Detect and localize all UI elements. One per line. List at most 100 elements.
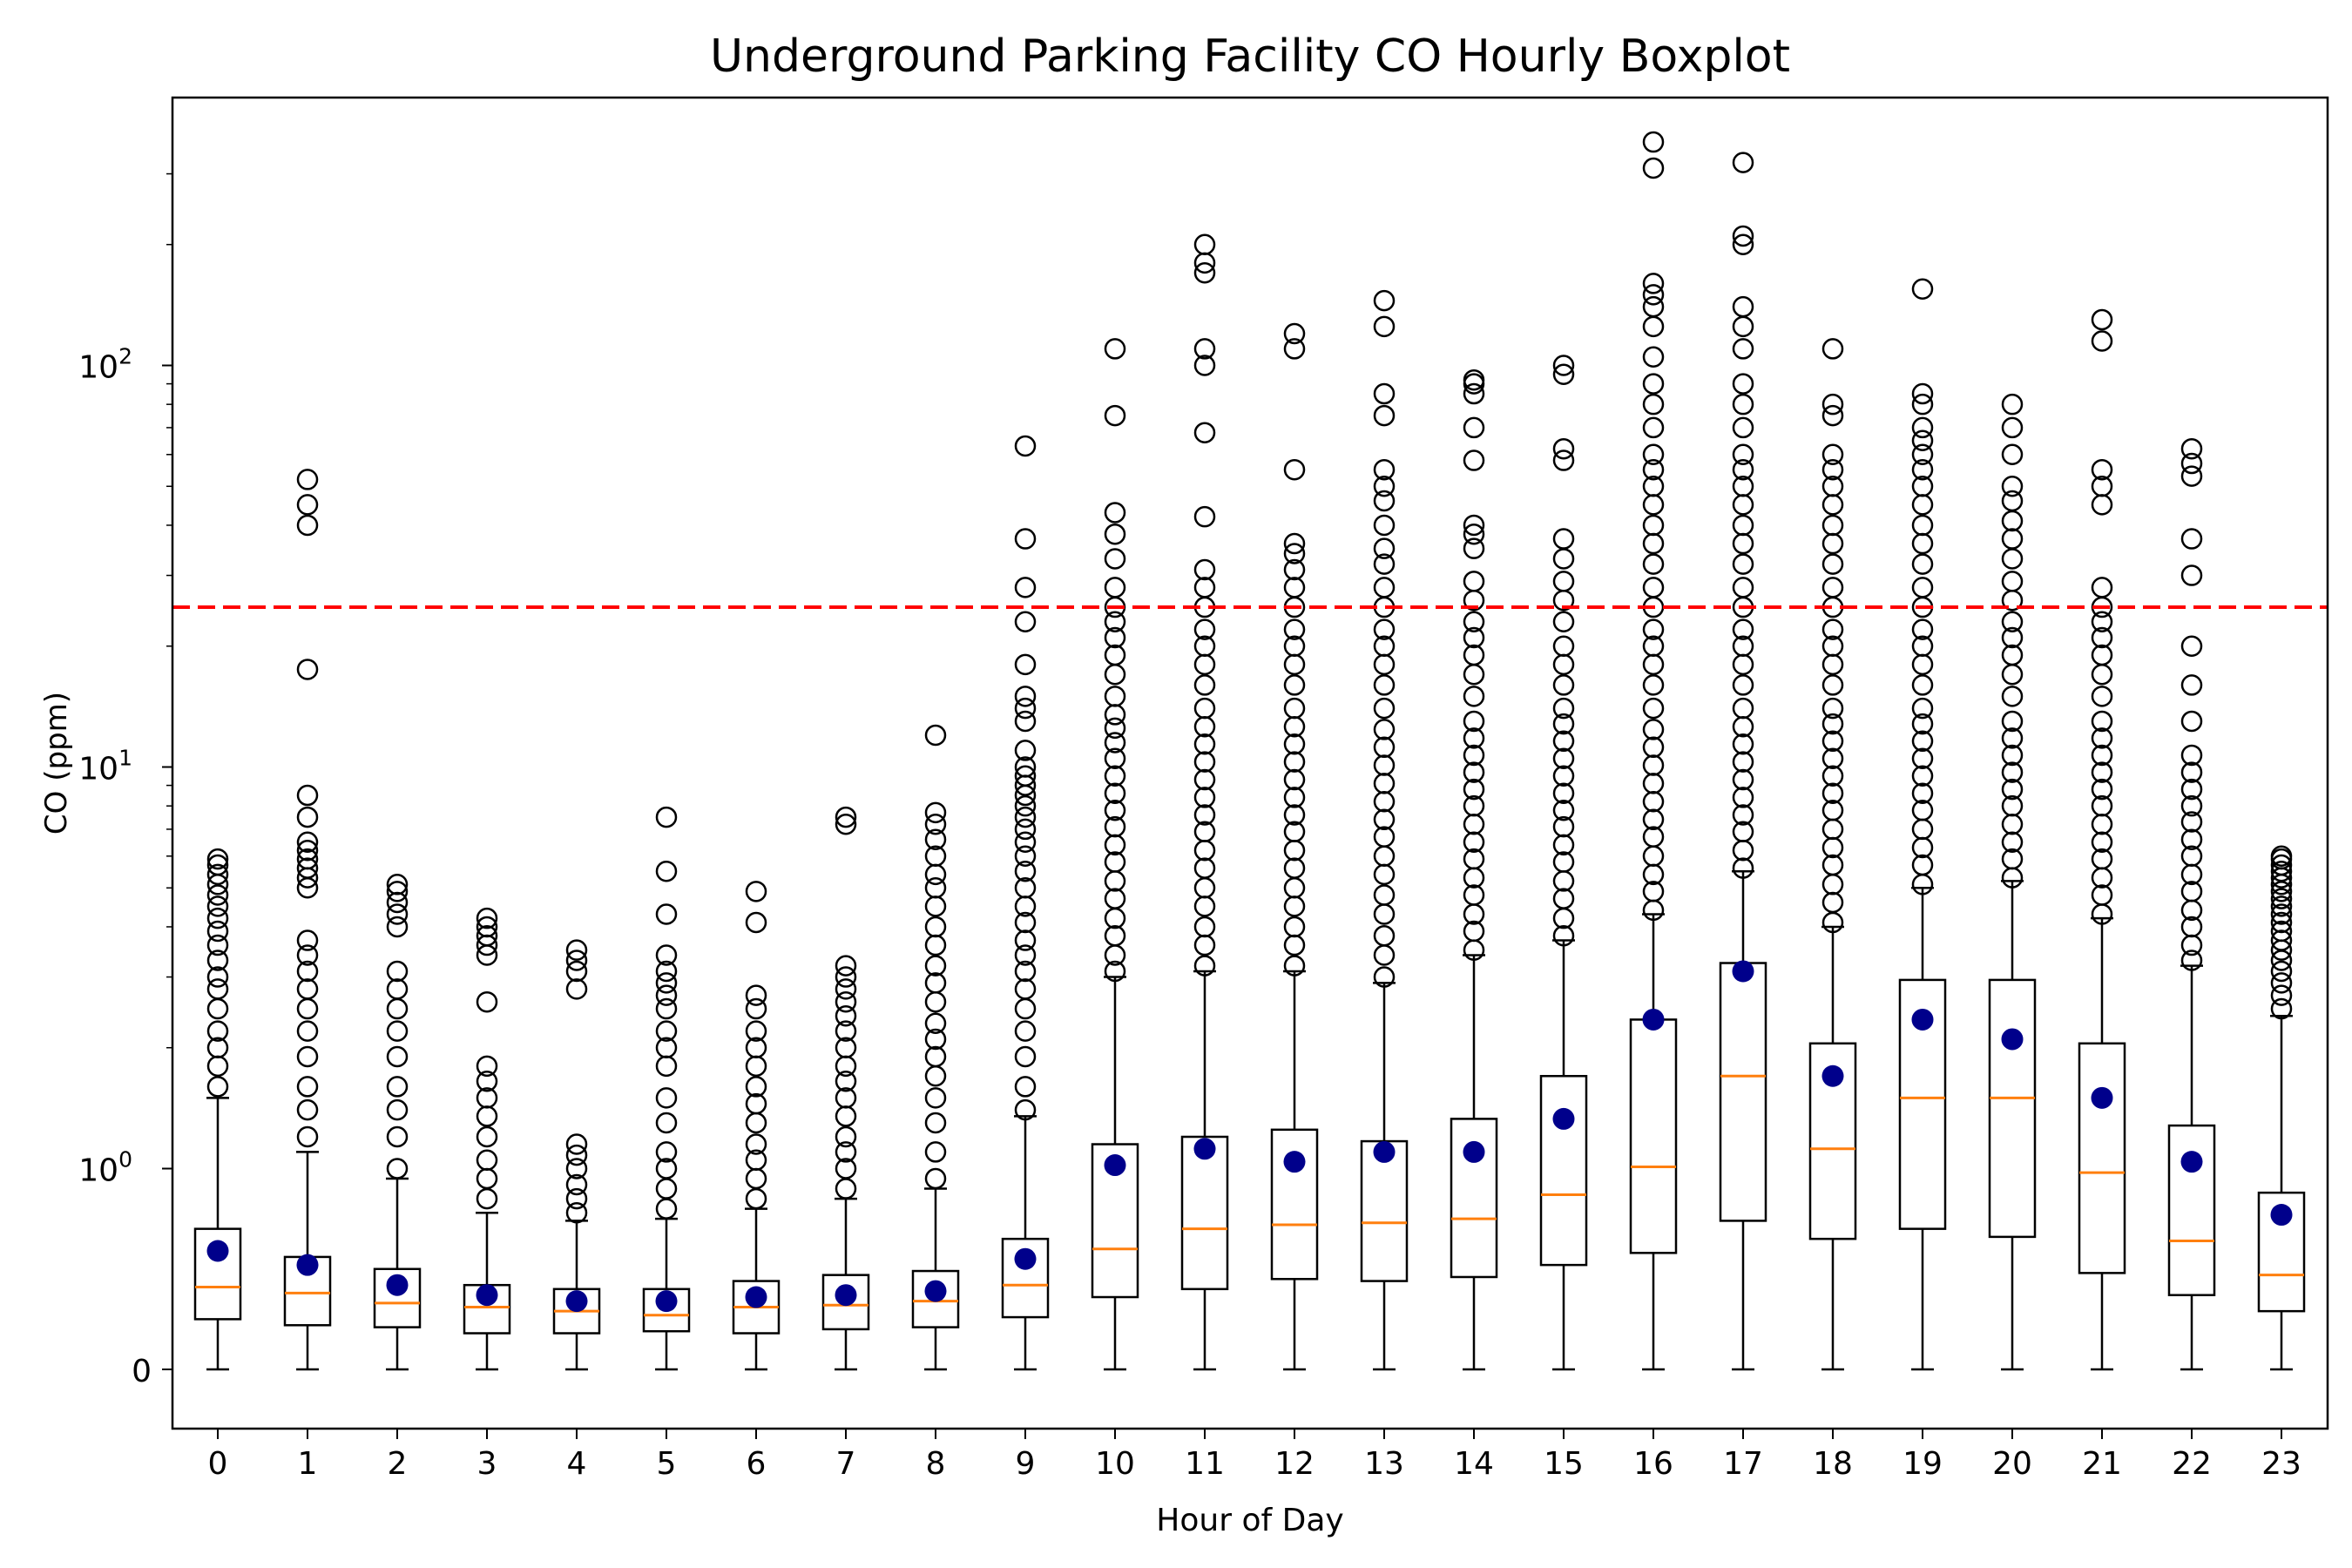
flier-point <box>206 1020 229 1042</box>
flier-point <box>745 911 767 934</box>
flier-point <box>2091 577 2113 598</box>
x-tick-label: 8 <box>926 1446 946 1482</box>
flier-point <box>206 1037 229 1058</box>
flier-point <box>1552 528 1575 550</box>
flier-point <box>1283 618 1306 640</box>
y-axis-label: CO (ppm) <box>39 692 74 835</box>
flier-point <box>565 939 588 961</box>
flier-point <box>1014 686 1037 707</box>
flier-point <box>1732 225 1754 247</box>
flier-point <box>1014 435 1037 457</box>
flier-point <box>296 514 319 537</box>
flier-point <box>2270 854 2293 876</box>
flier-point <box>1552 449 1575 471</box>
flier-point <box>2180 950 2203 971</box>
x-tick-label: 0 <box>208 1446 228 1482</box>
flier-point <box>1104 815 1126 838</box>
flier-point <box>1014 528 1037 550</box>
flier-point <box>476 916 498 938</box>
flier-point <box>924 801 947 824</box>
flier-point <box>1642 514 1665 537</box>
flier-point <box>2270 888 2293 909</box>
flier-point <box>1821 891 1844 914</box>
x-tick-label: 18 <box>1813 1446 1853 1482</box>
flier-point <box>1193 338 1216 360</box>
box-hour-22 <box>2167 437 2216 1371</box>
flier-point <box>2001 626 2024 649</box>
flier-point <box>1732 443 1754 466</box>
flier-point <box>1732 233 1754 255</box>
flier-point <box>745 1133 767 1155</box>
mean-marker <box>1821 1064 1844 1087</box>
flier-point <box>1642 416 1665 439</box>
flier-point <box>1821 514 1844 537</box>
flier-point <box>1642 157 1665 179</box>
flier-point <box>1104 799 1126 821</box>
iqr-box <box>1719 962 1767 1222</box>
flier-point <box>2001 611 2024 632</box>
flier-point <box>2091 611 2113 632</box>
flier-point <box>1463 537 1485 559</box>
x-tick-label: 5 <box>657 1446 677 1482</box>
flier-point <box>2001 778 2024 801</box>
flier-point <box>1463 382 1485 405</box>
x-tick-label: 14 <box>1454 1446 1494 1482</box>
flier-point <box>2180 811 2203 833</box>
flier-point <box>2270 920 2293 943</box>
flier-point <box>1821 393 1844 416</box>
flier-point <box>1463 744 1485 767</box>
flier-point <box>1732 635 1754 657</box>
flier-point <box>1552 355 1575 376</box>
flier-point <box>1463 611 1485 632</box>
flier-point <box>565 1144 588 1166</box>
flier-point <box>2180 916 2203 938</box>
flier-point <box>206 884 229 906</box>
box-hour-4 <box>552 939 601 1371</box>
flier-point <box>1463 416 1485 439</box>
flier-point <box>1463 686 1485 707</box>
mean-marker <box>2270 1204 2293 1227</box>
x-axis-label: Hour of Day <box>1156 1503 1343 1538</box>
flier-point <box>1104 548 1126 570</box>
flier-point <box>2091 308 2113 331</box>
flier-point <box>1821 476 1844 497</box>
flier-point <box>1283 821 1306 843</box>
flier-point <box>1014 1098 1037 1121</box>
flier-point <box>2180 761 2203 783</box>
flier-point <box>1911 553 1934 575</box>
flier-point <box>1552 635 1575 657</box>
flier-point <box>386 1098 409 1121</box>
x-tick-label: 17 <box>1723 1446 1763 1482</box>
flier-point <box>1104 732 1126 754</box>
flier-point <box>2001 831 2024 853</box>
y-tick-label: 102 <box>78 344 132 386</box>
flier-point <box>2001 727 2024 749</box>
flier-point <box>1642 736 1665 759</box>
flier-point <box>1373 635 1396 657</box>
flier-point <box>1104 686 1126 707</box>
box-hour-0 <box>193 848 242 1371</box>
flier-point <box>1821 854 1844 876</box>
flier-point <box>1104 611 1126 632</box>
flier-point <box>206 920 229 943</box>
flier-point <box>1821 577 1844 598</box>
flier-point <box>565 1158 588 1179</box>
flier-point <box>745 997 767 1020</box>
box-hour-12 <box>1270 322 1319 1371</box>
flier-point <box>1821 697 1844 720</box>
flier-point <box>1552 924 1575 947</box>
flier-point <box>1373 618 1396 640</box>
flier-point <box>2180 778 2203 801</box>
flier-point <box>835 1158 857 1179</box>
flier-point <box>1373 924 1396 947</box>
flier-point <box>1193 857 1216 879</box>
flier-point <box>1463 644 1485 666</box>
flier-point <box>1373 697 1396 720</box>
flier-point <box>1283 804 1306 826</box>
flier-point <box>1732 618 1754 640</box>
x-tick-label: 20 <box>1992 1446 2032 1482</box>
x-tick-label: 6 <box>747 1446 767 1482</box>
flier-point <box>2180 528 2203 550</box>
box-hour-11 <box>1180 233 1229 1371</box>
